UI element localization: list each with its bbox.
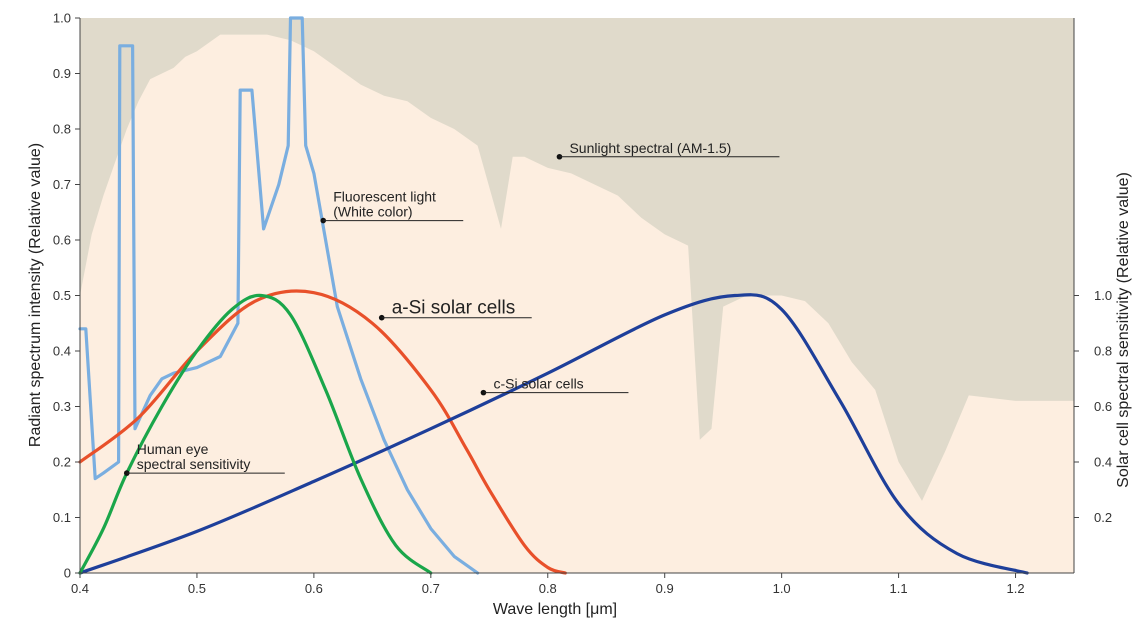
annotation-label: Human eye (137, 441, 209, 457)
y-left-tick-label: 0 (64, 566, 71, 581)
sunlight-area (80, 18, 1074, 501)
y-left-tick-label: 1.0 (53, 11, 71, 26)
annotation-layer: Sunlight spectral (AM-1.5) Fluorescent li… (123, 140, 780, 476)
annotation: Sunlight spectral (AM-1.5) (556, 140, 780, 160)
y-left-tick-label: 0.8 (53, 122, 71, 137)
y-right-tick-label: 0.6 (1094, 399, 1112, 414)
annotation-label: a-Si solar cells (392, 298, 516, 319)
y-right-tick-label: 0.8 (1094, 344, 1112, 359)
x-tick-label: 0.4 (71, 581, 89, 596)
y-right-tick-label: 1.0 (1094, 288, 1112, 303)
y-left-tick-label: 0.4 (53, 344, 71, 359)
y-right-tick-label: 0.4 (1094, 455, 1112, 470)
annotation: c-Si solar cells (480, 376, 629, 396)
y-left-tick-label: 0.1 (53, 510, 71, 525)
series-line-fluorescent-light-white-color (78, 16, 480, 575)
annotation-label: spectral sensitivity (137, 456, 251, 472)
annotation: Fluorescent light(White color) (320, 189, 464, 224)
axes-layer: 0.4 0.5 0.6 0.7 0.8 0.9 1.0 1.1 1.2 0 0.1 0.2 0.3 0.4… (53, 11, 1112, 597)
annotation: a-Si solar cells (378, 298, 532, 321)
y-left-tick-label: 0.7 (53, 177, 71, 192)
x-tick-label: 0.7 (422, 581, 440, 596)
series-line-c-si-solar-cells (78, 293, 1029, 575)
y-left-tick-label: 0.2 (53, 455, 71, 470)
x-axis-title: Wave length [μm] (493, 601, 617, 618)
series-line-a-si-solar-cells (78, 289, 567, 575)
annotation-label: (White color) (333, 204, 412, 220)
y-left-tick-label: 0.5 (53, 288, 71, 303)
annotation-label: Fluorescent light (333, 189, 436, 205)
y-right-tick-label: 0.2 (1094, 510, 1112, 525)
y-left-tick-label: 0.3 (53, 399, 71, 414)
x-tick-label: 1.0 (773, 581, 791, 596)
x-tick-label: 0.5 (188, 581, 206, 596)
x-tick-label: 0.9 (656, 581, 674, 596)
x-tick-label: 0.8 (539, 581, 557, 596)
y-axis-left-title: Radiant spectrum intensity (Relative val… (27, 143, 44, 447)
y-left-tick-label: 0.9 (53, 66, 71, 81)
x-tick-label: 0.6 (305, 581, 323, 596)
x-tick-label: 1.2 (1006, 581, 1024, 596)
annotation-label: Sunlight spectral (AM-1.5) (569, 140, 731, 156)
y-left-tick-label: 0.6 (53, 233, 71, 248)
annotation-label: c-Si solar cells (493, 376, 583, 392)
y-axis-right-title: Solar cell spectral sensitivity (Relativ… (1115, 172, 1132, 488)
x-tick-label: 1.1 (890, 581, 908, 596)
